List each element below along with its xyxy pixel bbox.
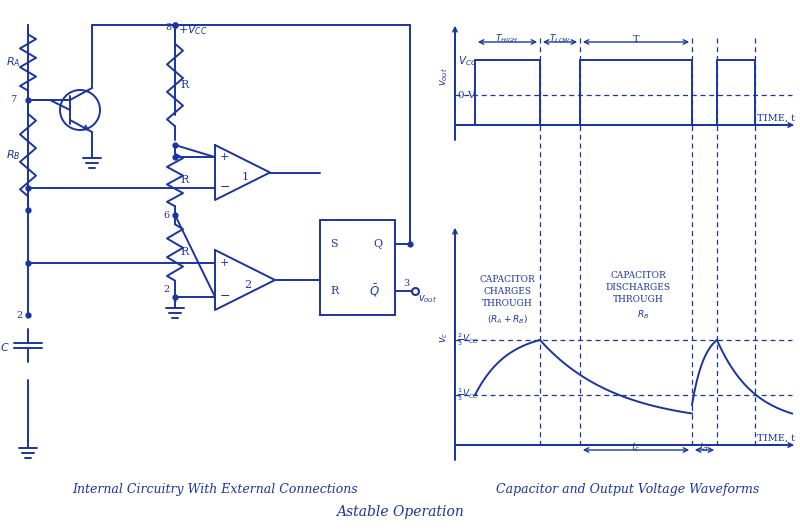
Text: 1: 1 (242, 173, 249, 183)
Text: $t_d$: $t_d$ (699, 440, 709, 454)
Text: $\bar{Q}$: $\bar{Q}$ (369, 283, 380, 299)
Text: $v_{out}$: $v_{out}$ (438, 66, 450, 85)
Bar (320, 220, 395, 315)
Text: 2: 2 (17, 311, 23, 320)
Text: Q: Q (373, 239, 382, 249)
Text: 6: 6 (164, 210, 170, 219)
Text: Internal Circuitry With External Connections: Internal Circuitry With External Connect… (72, 484, 358, 496)
Text: $V_{CC}$: $V_{CC}$ (458, 54, 477, 68)
Text: Astable Operation: Astable Operation (336, 505, 464, 519)
Text: T: T (633, 35, 639, 44)
Text: $t_c$: $t_c$ (631, 440, 641, 454)
Text: $T_{LOW}$: $T_{LOW}$ (549, 33, 571, 45)
Text: R: R (180, 247, 188, 257)
Text: $C$: $C$ (0, 341, 10, 353)
Text: R: R (330, 286, 338, 296)
Text: $T_{HIGH}$: $T_{HIGH}$ (495, 33, 518, 45)
Text: R: R (180, 175, 188, 185)
Text: $(R_A + R_B)$: $(R_A + R_B)$ (486, 314, 527, 326)
Text: 7: 7 (10, 96, 16, 105)
Text: −: − (220, 290, 230, 303)
Text: THROUGH: THROUGH (613, 295, 663, 304)
Text: S: S (330, 239, 338, 249)
Text: R: R (180, 80, 188, 90)
Text: DISCHARGES: DISCHARGES (606, 282, 670, 292)
Text: CHARGES: CHARGES (483, 287, 531, 296)
Text: 2: 2 (164, 286, 170, 295)
Text: $R_A$: $R_A$ (6, 55, 21, 69)
Text: $+V_{CC}$: $+V_{CC}$ (178, 23, 208, 37)
Text: −: − (220, 182, 230, 194)
Text: +: + (220, 258, 230, 268)
Text: 1: 1 (172, 295, 178, 304)
Text: +: + (220, 152, 230, 162)
Text: $\frac{1}{3}V_{CC}$: $\frac{1}{3}V_{CC}$ (457, 387, 479, 404)
Text: $R_B$: $R_B$ (6, 148, 21, 162)
Text: TIME, t: TIME, t (757, 114, 795, 123)
Text: $\frac{2}{3}V_{CC}$: $\frac{2}{3}V_{CC}$ (457, 332, 479, 348)
Text: Capacitor and Output Voltage Waveforms: Capacitor and Output Voltage Waveforms (496, 484, 760, 496)
Text: 8: 8 (166, 23, 172, 32)
Text: 0 V: 0 V (458, 91, 475, 100)
Text: $v_{out}$: $v_{out}$ (418, 293, 437, 305)
Text: 3: 3 (403, 279, 410, 288)
Text: CAPACITOR: CAPACITOR (610, 270, 666, 279)
Text: THROUGH: THROUGH (482, 299, 532, 309)
Text: $v_c$: $v_c$ (438, 331, 450, 342)
Text: TIME, t: TIME, t (757, 433, 795, 442)
Text: $R_B$: $R_B$ (637, 309, 649, 321)
Text: CAPACITOR: CAPACITOR (479, 276, 535, 285)
Text: 2: 2 (245, 280, 251, 290)
